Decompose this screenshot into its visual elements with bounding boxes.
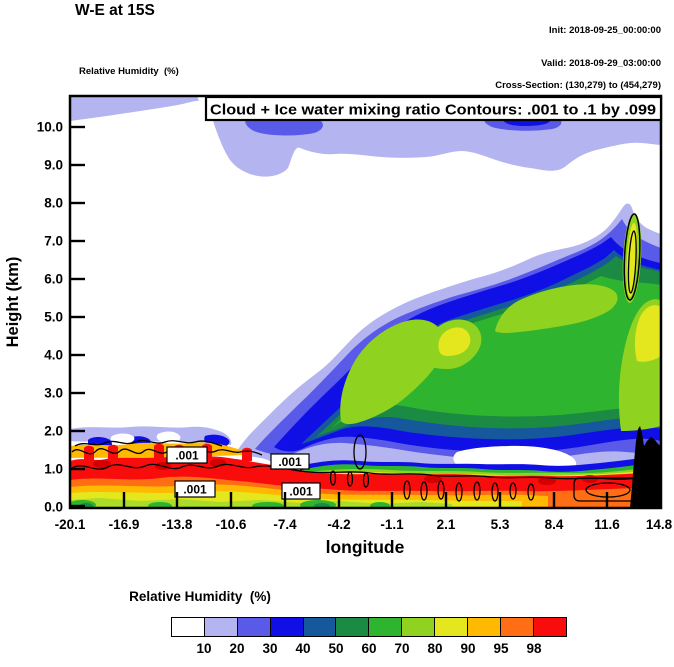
contour-info-text: Cloud + Ice water mixing ratio Contours:… <box>210 102 656 119</box>
svg-text:-10.6: -10.6 <box>216 517 247 532</box>
y-axis-label: Height (km) <box>4 257 22 348</box>
colorbar-label: 80 <box>427 641 443 656</box>
colorbar-label: 20 <box>229 641 245 656</box>
colorbar-cell <box>467 617 502 637</box>
svg-text:-20.1: -20.1 <box>55 517 86 532</box>
colorbar-cell <box>236 617 272 637</box>
rh-shading: .001 .001 .001 .001 <box>70 96 661 508</box>
contour-label: .001 <box>183 483 207 497</box>
svg-text:2.0: 2.0 <box>44 424 63 439</box>
svg-text:-13.8: -13.8 <box>162 517 193 532</box>
colorbar-cell <box>499 617 535 637</box>
colorbar-title: Relative Humidity (%) <box>129 589 271 604</box>
svg-text:8.0: 8.0 <box>44 196 63 211</box>
rh-plume-80-c <box>495 284 618 333</box>
colorbar-cell <box>368 617 403 637</box>
cloud-contours <box>71 213 661 502</box>
colorbar-label: 60 <box>361 641 377 656</box>
contour-label: .001 <box>175 449 199 463</box>
colorbar-cell <box>269 617 304 637</box>
y-tick-labels: 0.0 1.0 2.0 3.0 4.0 5.0 6.0 7.0 8.0 9.0 … <box>37 120 63 515</box>
run-times: Init: 2018-09-25_00:00:00 Valid: 2018-09… <box>541 3 661 80</box>
colorbar-label: 50 <box>328 641 344 656</box>
colorbar <box>171 617 568 637</box>
axis-ticks <box>70 125 609 508</box>
cloud-contour-labels: .001 .001 .001 .001 <box>166 446 321 500</box>
svg-text:1.0: 1.0 <box>44 462 63 477</box>
svg-text:-16.9: -16.9 <box>109 517 140 532</box>
page-title: W-E at 15S <box>75 2 155 19</box>
svg-text:4.0: 4.0 <box>44 348 63 363</box>
colorbar-cell <box>335 617 370 637</box>
contour-label: .001 <box>289 485 313 499</box>
terrain-silhouette <box>630 426 661 508</box>
colorbar-label: 98 <box>526 641 542 656</box>
svg-text:14.8: 14.8 <box>646 517 673 532</box>
colorbar-cell <box>171 617 206 637</box>
svg-text:10.0: 10.0 <box>37 120 63 135</box>
colorbar-cell <box>434 617 469 637</box>
svg-text:7.0: 7.0 <box>44 234 63 249</box>
colorbar-cell <box>532 617 568 637</box>
svg-text:-1.1: -1.1 <box>380 517 404 532</box>
svg-text:5.0: 5.0 <box>44 310 63 325</box>
colorbar-label: 70 <box>394 641 410 656</box>
svg-text:2.1: 2.1 <box>437 517 456 532</box>
colorbar-cell <box>203 617 239 637</box>
colorbar-label: 10 <box>196 641 212 656</box>
svg-text:8.4: 8.4 <box>545 517 564 532</box>
rh-plume-90-core <box>438 327 471 357</box>
cross-section-plot: .001 .001 .001 .001 Cloud + Ice water <box>4 94 673 557</box>
svg-text:-7.4: -7.4 <box>273 517 297 532</box>
contour-label: .001 <box>278 455 302 469</box>
colorbar-label: 30 <box>262 641 278 656</box>
field-line-rh: Relative Humidity (%) <box>79 66 179 77</box>
svg-text:6.0: 6.0 <box>44 272 63 287</box>
colorbar-cell <box>302 617 337 637</box>
valid-time-label: Valid: 2018-09-29_03:00:00 <box>541 58 661 69</box>
contour-info-box: Cloud + Ice water mixing ratio Contours:… <box>204 95 663 122</box>
colorbar-label: 40 <box>295 641 311 656</box>
x-tick-labels: -20.1 -16.9 -13.8 -10.6 -7.4 -4.2 -1.1 2… <box>55 517 673 532</box>
svg-text:-4.2: -4.2 <box>327 517 350 532</box>
svg-text:5.3: 5.3 <box>491 517 510 532</box>
init-time-label: Init: 2018-09-25_00:00:00 <box>549 25 661 36</box>
colorbar-title-row: Relative Humidity (%) <box>0 589 674 604</box>
svg-text:9.0: 9.0 <box>44 158 63 173</box>
svg-text:0.0: 0.0 <box>44 500 63 515</box>
colorbar-label: 95 <box>493 641 509 656</box>
colorbar-label: 90 <box>460 641 476 656</box>
x-axis-label: longitude <box>326 537 405 557</box>
svg-text:3.0: 3.0 <box>44 386 63 401</box>
rh-plume-90-right <box>634 305 661 362</box>
colorbar-cell <box>401 617 436 637</box>
svg-text:11.6: 11.6 <box>594 517 620 532</box>
cross-section-coords-label: Cross-Section: (130,279) to (454,279) <box>495 80 661 91</box>
rh-plume-80-a <box>340 319 445 425</box>
